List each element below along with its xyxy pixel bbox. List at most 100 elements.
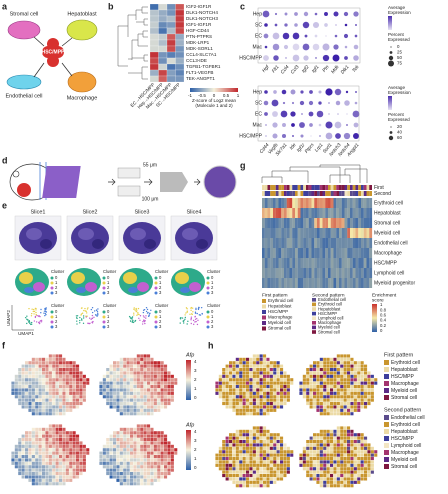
heatmap-cell (336, 208, 340, 218)
heatmap-cell (158, 9, 168, 17)
spot (283, 395, 287, 399)
spot (340, 443, 344, 447)
dot (264, 23, 268, 27)
spot (62, 391, 66, 395)
umap-point (201, 312, 203, 315)
spot (360, 470, 364, 474)
spot (336, 398, 340, 402)
spot (25, 402, 29, 406)
spot (52, 441, 56, 445)
spot (239, 385, 243, 389)
heatmap-cell (308, 218, 312, 228)
spot (280, 405, 284, 409)
spot (357, 467, 361, 471)
spot (45, 395, 49, 399)
spot (164, 465, 168, 469)
heatmap-cell (273, 218, 276, 228)
spot (136, 427, 140, 431)
spot (360, 453, 364, 457)
spot (252, 463, 256, 467)
spot (157, 478, 161, 482)
legend-title: Cluster (207, 269, 221, 274)
legend-swatch (384, 374, 389, 379)
spot (72, 431, 76, 435)
heatmap-cell (158, 33, 168, 41)
spot (259, 398, 263, 402)
spot (35, 408, 39, 412)
spot (280, 371, 284, 375)
colorbar (388, 96, 392, 110)
spot (336, 470, 340, 474)
spot (21, 461, 25, 465)
dot (284, 12, 288, 16)
spot (239, 433, 243, 437)
row-label: Mac (253, 122, 263, 128)
spot (130, 451, 134, 455)
dot (299, 122, 305, 128)
heatmap-cell (284, 248, 287, 258)
spot (113, 381, 117, 385)
spot (319, 484, 323, 488)
spot (79, 472, 83, 476)
dot (263, 33, 269, 39)
spot (225, 388, 229, 392)
colorbar-tick: 0 (194, 395, 197, 400)
colorbar-tick: 1 (237, 93, 240, 98)
legend-swatch (312, 330, 316, 334)
spot (119, 357, 123, 361)
spot (123, 475, 127, 479)
spot (330, 457, 334, 461)
spot (316, 405, 320, 409)
spot (130, 398, 134, 402)
spot (82, 461, 86, 465)
spot (330, 405, 334, 409)
spot (306, 368, 310, 372)
dot (346, 124, 348, 126)
umap-point (40, 321, 43, 323)
spot (218, 467, 222, 471)
spot (235, 357, 239, 361)
dot (344, 23, 348, 27)
spot (130, 465, 134, 469)
spot (306, 378, 310, 382)
spot (72, 461, 76, 465)
spot (269, 433, 273, 437)
spot (157, 441, 161, 445)
heatmap-cell (275, 278, 279, 288)
spot (273, 402, 277, 406)
cluster-region (128, 287, 138, 293)
umap-point (40, 319, 43, 322)
spot (340, 467, 344, 471)
spot (140, 448, 144, 452)
gene-label: Ptn (321, 64, 330, 74)
spot (42, 458, 46, 462)
spot (319, 436, 323, 440)
spot (370, 457, 374, 461)
spot (130, 374, 134, 378)
umap-point (131, 316, 134, 318)
spot (55, 361, 59, 365)
spot (336, 467, 340, 471)
spot (259, 368, 263, 372)
spot (126, 461, 130, 465)
umap-point (143, 319, 145, 321)
spot (276, 446, 280, 450)
spot (52, 361, 56, 365)
heatmap-cell (308, 208, 312, 218)
umap-point (131, 320, 134, 322)
legend-swatch (206, 310, 210, 314)
heatmap-cell (314, 218, 318, 228)
heatmap-cell (158, 45, 168, 53)
spot (347, 381, 351, 385)
spot (235, 381, 239, 385)
spot (35, 398, 39, 402)
spot (229, 361, 233, 365)
spot (133, 465, 137, 469)
spot (276, 381, 280, 385)
heatmap-cell (300, 248, 304, 258)
annotation-label: Second (374, 191, 391, 197)
annotation-cell (358, 185, 361, 190)
spot (79, 402, 83, 406)
spot (360, 388, 364, 392)
spot (360, 391, 364, 395)
